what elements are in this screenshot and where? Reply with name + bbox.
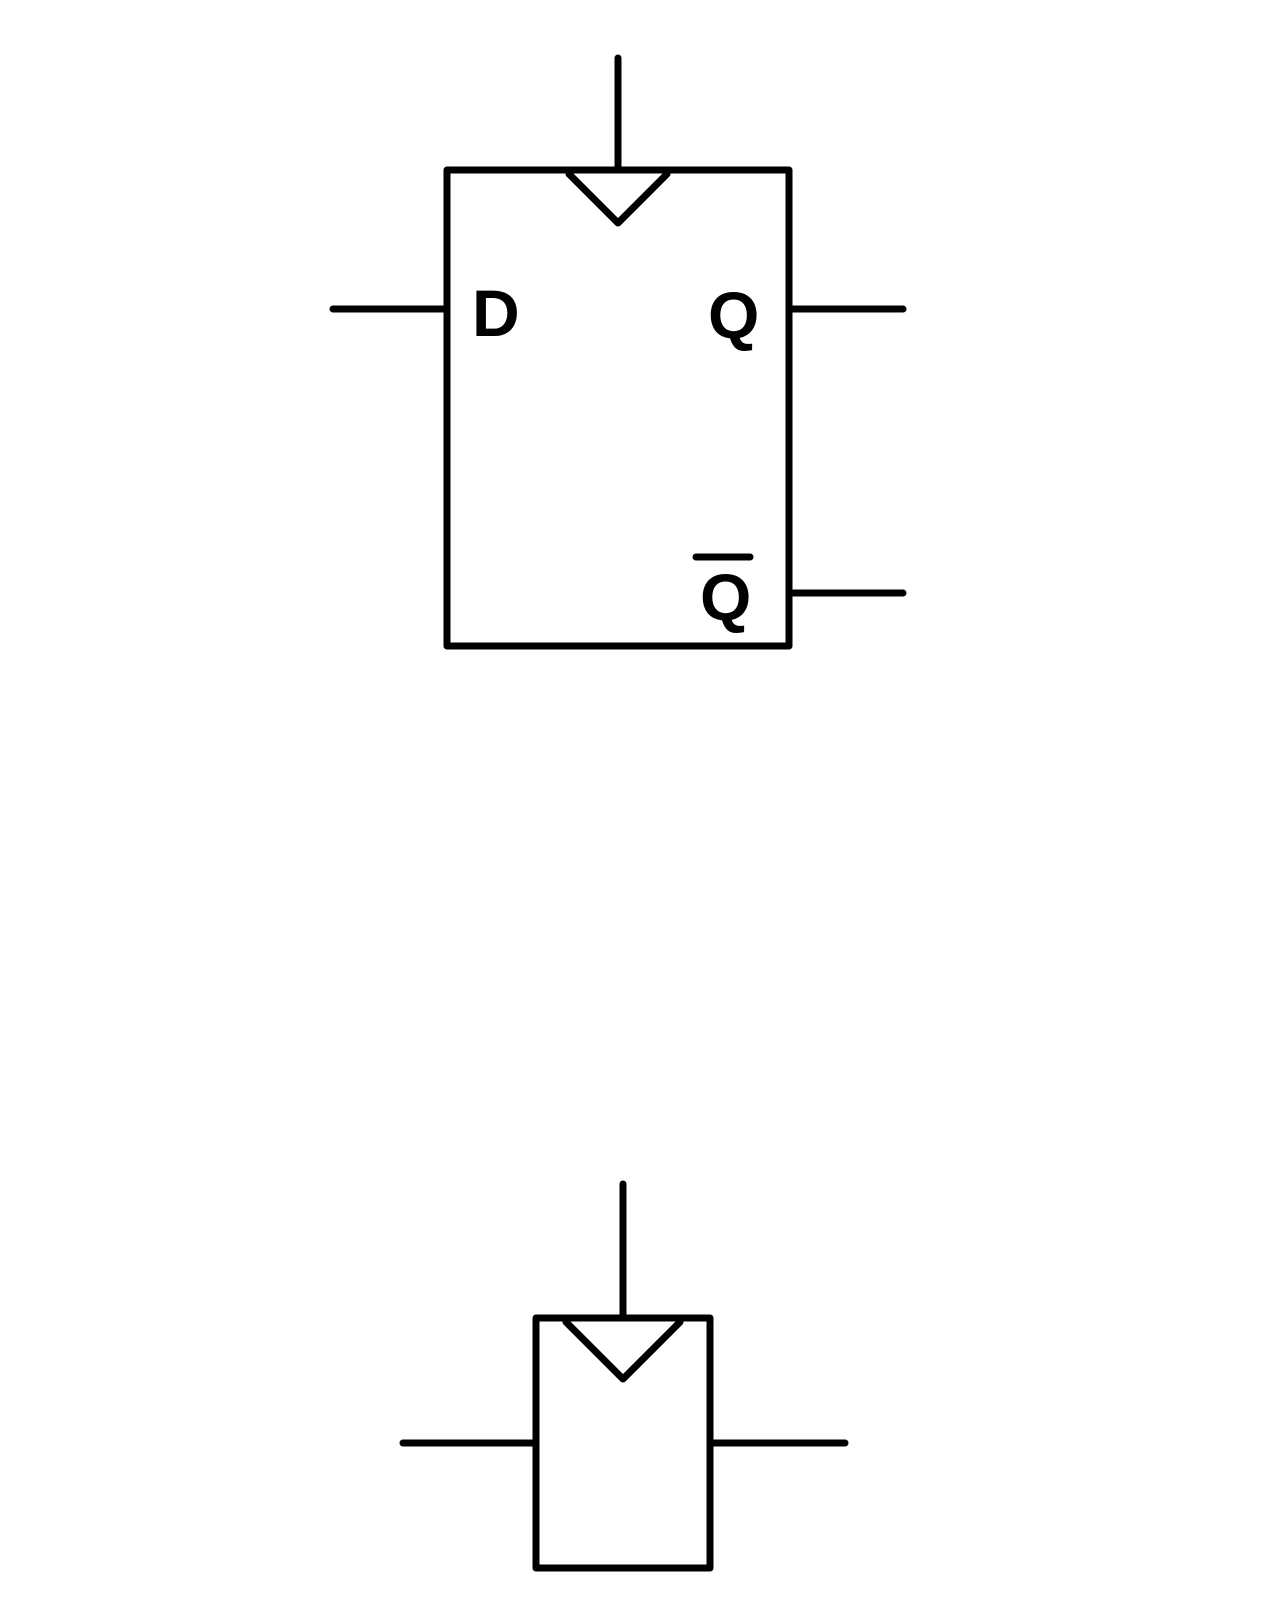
clock-edge-triangle-icon (565, 170, 671, 227)
d-flip-flop-symbol: D Q Q (329, 54, 907, 650)
generic-flip-flop-body (532, 1314, 714, 1572)
q-output-label: Q (708, 278, 759, 352)
generic-flip-flop-symbol (399, 1180, 849, 1572)
d-input-label: D (472, 276, 520, 350)
d-flip-flop-body (443, 166, 793, 650)
q-bar-output-label: Q (700, 560, 751, 634)
clock-edge-triangle-icon-2 (562, 1318, 684, 1383)
